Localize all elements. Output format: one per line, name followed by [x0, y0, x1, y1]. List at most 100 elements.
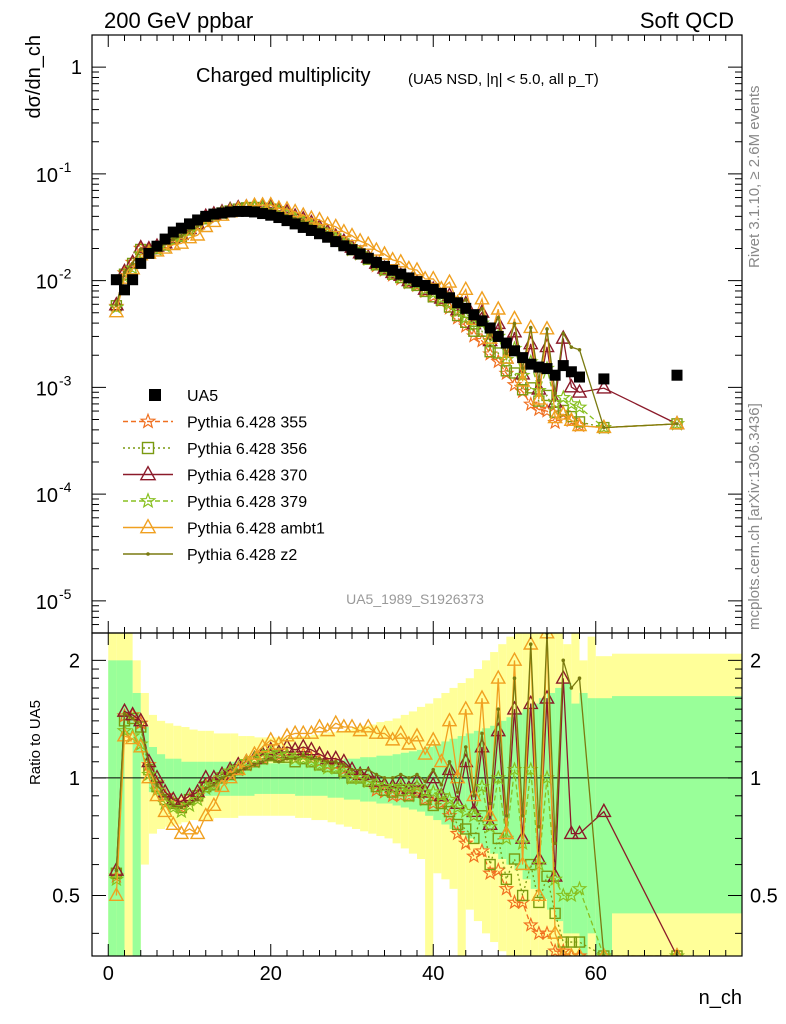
series-point-379	[669, 415, 685, 431]
series-point-z2	[520, 366, 525, 370]
ratio-band-inner	[132, 692, 141, 956]
legend-marker-ambt1	[139, 518, 157, 534]
ratio-band-inner	[108, 660, 117, 956]
ratio-point-379	[547, 870, 564, 887]
series-point-ambt1	[457, 280, 474, 296]
x-axis-label: n_ch	[699, 987, 742, 1009]
ratio-point-370	[506, 700, 523, 715]
ratio-point-z2	[431, 767, 436, 772]
ratio-point-ambt1	[214, 777, 230, 793]
series-point-z2	[179, 234, 184, 239]
ua5-point	[175, 222, 187, 234]
ratio-point-379	[530, 856, 547, 872]
ratio-point-z2	[333, 759, 338, 764]
legend-marker-356	[141, 441, 155, 455]
ua5-point	[135, 257, 147, 269]
ratio-point-z2	[480, 731, 484, 736]
ratio-band-inner	[425, 747, 434, 816]
series-point-ambt1	[555, 405, 572, 420]
ratio-point-379	[449, 799, 466, 815]
ratio-point-379	[360, 773, 377, 789]
ratio-point-ambt1	[311, 718, 328, 733]
ratio-point-z2	[398, 772, 403, 777]
ratio-point-379	[368, 776, 385, 792]
ua5-point	[476, 315, 488, 327]
series-point-ambt1	[669, 415, 685, 430]
ua5-point	[354, 248, 366, 260]
ratio-point-356	[516, 889, 529, 902]
ratio-point-379	[474, 778, 490, 794]
ratio-point-ambt1	[262, 731, 279, 746]
ratio-point-355	[522, 916, 539, 932]
ratio-point-370	[449, 794, 466, 810]
ratio-point-ambt1	[498, 824, 515, 840]
x-tick-label: 0	[103, 963, 114, 985]
y-tick-label-exponent: -5	[59, 586, 72, 602]
ratio-point-356	[533, 896, 545, 909]
ratio-point-z2	[195, 797, 200, 802]
legend-entry-label: Pythia 6.428 355	[187, 415, 307, 432]
ratio-point-ambt1	[108, 886, 125, 902]
ratio-point-ambt1	[574, 947, 585, 956]
ratio-band-inner	[571, 703, 580, 934]
series-point-370	[555, 329, 572, 344]
ratio-point-z2	[260, 759, 265, 764]
ratio-point-379	[595, 947, 612, 956]
ua5-point	[216, 207, 228, 219]
ua5-point	[370, 256, 382, 268]
ratio-point-ambt1	[189, 824, 206, 840]
series-point-ambt1	[197, 218, 214, 233]
series-point-z2	[561, 331, 566, 336]
ua5-point	[549, 369, 561, 381]
ratio-point-ambt1	[336, 718, 352, 733]
ratio-y-tick-label: 1	[69, 768, 80, 790]
ratio-y-axis-label: Ratio to UA5	[27, 700, 44, 785]
ratio-point-370	[596, 802, 612, 818]
ratio-point-ambt1	[181, 820, 198, 835]
series-point-ambt1	[311, 211, 328, 226]
ratio-band-inner	[327, 760, 336, 798]
series-point-ambt1	[531, 390, 547, 405]
ratio-band-inner	[157, 754, 166, 796]
ratio-band-inner	[262, 763, 271, 794]
ua5-point	[492, 330, 504, 342]
ratio-point-379	[441, 791, 458, 807]
ua5-point	[119, 284, 130, 296]
ratio-band-inner	[392, 754, 401, 806]
analysis-label: UA5_1989_S1926373	[346, 591, 484, 607]
y-tick-label: 10	[36, 378, 58, 400]
ratio-line-370	[115, 678, 678, 956]
series-point-ambt1	[596, 418, 612, 434]
ratio-point-z2	[220, 776, 224, 780]
ratio-point-370	[563, 824, 580, 840]
series-point-356	[557, 404, 569, 417]
ua5-point	[557, 360, 569, 372]
legend-marker-370	[139, 465, 157, 481]
ratio-band-inner	[522, 709, 531, 880]
ratio-point-z2	[366, 767, 371, 772]
chart-subtitle: (UA5 NSD, |η| < 5.0, all p_T)	[408, 71, 599, 88]
ratio-band-inner	[555, 687, 564, 922]
ratio-point-z2	[203, 786, 208, 791]
series-point-355	[506, 376, 523, 392]
ratio-point-370	[441, 760, 458, 776]
ratio-band-inner	[579, 692, 588, 956]
ratio-point-356	[427, 799, 439, 812]
series-point-379	[555, 389, 572, 405]
ratio-point-370	[189, 783, 206, 798]
ratio-point-379	[189, 791, 206, 807]
series-point-z2	[130, 261, 135, 266]
ratio-point-ambt1	[344, 718, 360, 733]
chart-title: Charged multiplicity	[196, 65, 371, 87]
legend-entry-label: Pythia 6.428 370	[187, 468, 307, 485]
ua5-point	[265, 209, 277, 221]
ratio-point-ambt1	[672, 947, 682, 956]
ratio-point-z2	[423, 779, 427, 784]
ratio-point-379	[465, 807, 482, 823]
ratio-point-ambt1	[490, 669, 507, 684]
series-point-ambt1	[336, 223, 352, 238]
ratio-point-z2	[577, 676, 582, 681]
series-point-ambt1	[287, 203, 303, 218]
series-point-356	[468, 325, 480, 337]
